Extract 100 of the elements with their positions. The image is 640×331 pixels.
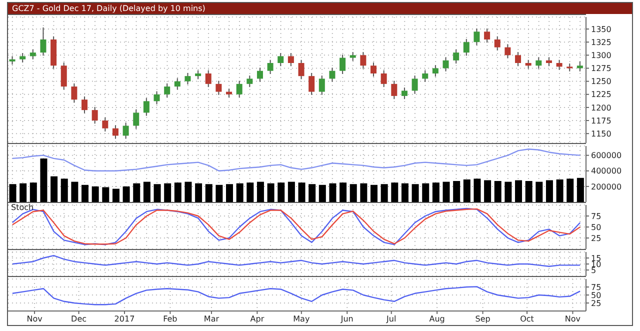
line-series [12,255,581,267]
bar [288,182,295,202]
candlestick [474,28,480,46]
bar [278,182,285,202]
x-tick-label: Sep [475,314,490,324]
bar [391,182,398,202]
candlestick [370,62,377,78]
candlestick [246,75,253,88]
bar [556,179,564,202]
candlestick [154,90,160,105]
candlestick [82,96,88,114]
candlestick [30,48,36,60]
candlestick [298,59,304,80]
x-tick-label: May [293,314,310,324]
candlestick [112,124,118,140]
candlestick [391,80,398,100]
candlestick [71,82,78,104]
candlestick [308,72,315,96]
bar [474,178,481,202]
y-tick-label: 1350 [591,24,612,34]
bar [453,181,460,202]
bar [566,178,574,202]
bar [92,186,99,202]
candlestick [143,98,150,116]
candlestick [576,60,583,72]
bar [122,186,130,202]
candlestick [267,59,274,74]
candlestick [40,26,46,56]
bar [494,181,502,202]
bar [246,182,254,202]
bar [112,188,120,202]
bar [236,183,244,202]
candlestick [412,75,418,94]
candlestick [20,52,26,63]
bar [329,183,336,202]
bar [133,183,140,202]
bar [30,182,37,202]
candlestick [453,48,460,64]
candlestick [329,67,336,82]
bar [216,184,223,202]
bar [576,178,584,202]
y-tick-label: 25 [591,298,602,308]
y-tick-label: 1275 [591,64,612,74]
x-tick-label: 2017 [114,314,135,324]
bar [50,176,58,202]
bar [174,182,182,202]
chart-title: GCZ7 - Gold Dec 17, Daily (Delayed by 10 mins) [8,3,632,14]
bar [308,184,316,202]
x-tick-label: Apr [250,314,265,324]
bar [154,184,161,202]
candlestick [92,106,98,124]
candlestick [484,28,490,44]
bar [350,184,357,202]
candlestick [494,36,500,51]
bar [164,183,172,202]
bar [82,184,89,202]
bar [184,182,192,202]
candlestick [122,122,129,140]
bar [442,182,450,202]
bar [525,181,532,202]
bar [412,184,419,202]
candlestick [164,82,170,98]
y-tick-label: 1225 [591,90,612,100]
bar [536,182,543,202]
bar [102,187,110,202]
bar [9,184,16,202]
candlestick [216,80,222,96]
y-tick-label: 50 [591,290,602,300]
candlestick [536,56,542,70]
candlestick [236,80,242,98]
candlestick [422,70,428,82]
y-tick-label: 25 [591,234,602,243]
x-tick-label: Feb [163,314,178,324]
candlestick [60,62,67,90]
candlestick [288,52,294,67]
y-tick-label: 1200 [591,103,612,112]
bar [20,183,27,202]
candlestick [442,56,449,72]
y-tick-label: 75 [591,282,602,292]
candlestick [463,38,470,56]
bar [422,183,430,202]
y-tick-label: 1300 [591,51,612,60]
candlestick [184,72,191,85]
candlestick [133,109,140,130]
candlestick [318,75,325,96]
y-tick-label: 75 [591,212,602,221]
x-tick-label: Nov [564,314,581,324]
x-tick-label: Nov [26,314,43,324]
y-tick-label: 1325 [591,38,612,47]
bar [380,184,388,202]
bar [463,179,470,202]
bar [504,182,512,202]
bar [515,180,522,202]
bar [340,182,347,202]
x-tick-label: Jul [386,314,396,324]
y-tick-label: 200000 [591,182,622,192]
bar [267,183,274,202]
chart-title: Stoch [11,203,34,212]
candlestick [205,70,212,88]
bar [226,184,234,202]
